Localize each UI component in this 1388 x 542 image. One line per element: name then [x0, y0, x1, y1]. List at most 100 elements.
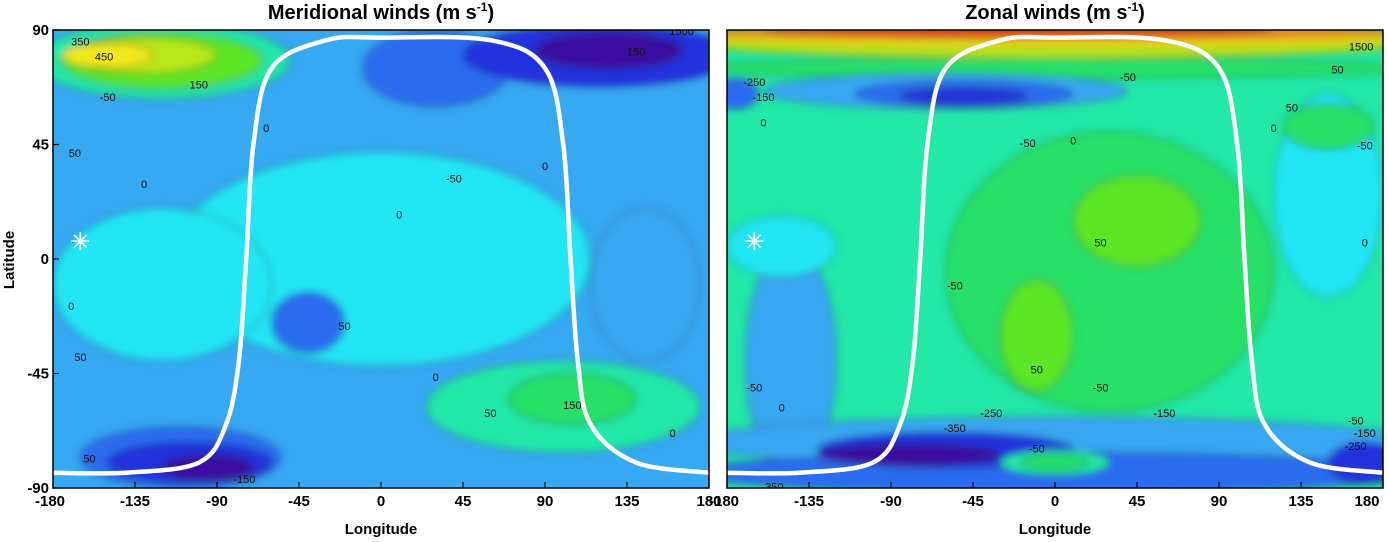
contour-label: 50: [83, 454, 95, 466]
meridional-x-ticks: -180 -135 -90 -45 0 45 90 135 180: [35, 482, 722, 510]
contour-label: 0: [1271, 123, 1277, 135]
contour-label: -50: [1120, 72, 1136, 84]
contour-label: 150: [190, 80, 208, 92]
y-tick-label: -45: [27, 366, 49, 383]
x-tick-label: 180: [1354, 493, 1379, 510]
x-tick-label: 135: [614, 493, 639, 510]
contour-label: -50: [1093, 382, 1109, 394]
contour-label: 1500: [1349, 41, 1373, 53]
contour-label: -150: [233, 474, 255, 486]
x-tick-label: 135: [1288, 493, 1313, 510]
x-tick-label: -45: [962, 493, 984, 510]
contour-label: 0: [396, 209, 402, 221]
contour-label: -250: [743, 77, 765, 89]
zonal-title: Zonal winds (m s-1): [965, 0, 1145, 24]
contour-label: 350: [71, 36, 89, 48]
subsolar-marker-icon: [745, 232, 764, 251]
x-tick-label: 90: [1211, 493, 1228, 510]
contour-label: 0: [779, 403, 785, 415]
x-tick-label: 90: [537, 493, 554, 510]
contour-label: -50: [1020, 138, 1036, 150]
x-tick-label: -90: [206, 493, 228, 510]
contour-region: [1282, 103, 1375, 151]
contour-label: 50: [1331, 64, 1343, 76]
contour-label: -50: [1357, 141, 1373, 153]
x-tick-label: -135: [794, 493, 824, 510]
contour-label: -150: [1354, 428, 1376, 440]
contour-region: [589, 207, 701, 362]
contour-region: [899, 87, 1029, 105]
contour-label: -50: [1029, 443, 1045, 455]
x-tick-label: -180: [35, 493, 65, 510]
x-tick-label: -180: [709, 493, 739, 510]
x-tick-label: -135: [120, 493, 150, 510]
zonal-terminator-line: [727, 34, 1383, 476]
contour-region: [1072, 174, 1202, 268]
contour-label: -50: [947, 281, 963, 293]
contour-label: -150: [752, 92, 774, 104]
contour-label: -50: [746, 382, 762, 394]
y-tick-label: 0: [41, 251, 49, 268]
contour-label: 50: [1031, 365, 1043, 377]
contour-region: [945, 131, 1275, 413]
zonal-x-label: Longitude: [1019, 521, 1091, 538]
meridional-y-label: Latitude: [1, 231, 18, 289]
x-tick-label: 180: [696, 493, 721, 510]
contour-label: 50: [1286, 102, 1298, 114]
contour-region: [1021, 454, 1089, 471]
marker-ray: [73, 234, 88, 249]
contour-region: [535, 31, 683, 69]
contour-label: 0: [1070, 136, 1076, 148]
x-tick-label: 45: [1129, 493, 1146, 510]
y-tick-label: -90: [27, 480, 49, 497]
x-tick-label: -45: [288, 493, 310, 510]
contour-label: -350: [762, 482, 784, 494]
meridional-terminator-line: [53, 34, 709, 476]
meridional-x-label: Longitude: [345, 521, 417, 538]
meridional-contour-labels: 350450150-505000-500005050050150050-150-…: [68, 26, 694, 488]
meridional-contour-fills: [53, 30, 709, 488]
x-tick-label: -90: [880, 493, 902, 510]
contour-label: -350: [944, 423, 966, 435]
contour-region: [999, 278, 1074, 392]
contour-label: -50: [446, 174, 462, 186]
contour-label: 50: [74, 352, 86, 364]
contour-label: 0: [263, 123, 269, 135]
contour-region: [727, 77, 759, 110]
x-tick-label: 0: [1051, 493, 1059, 510]
contour-label: 0: [542, 161, 548, 173]
meridional-title: Meridional winds (m s-1): [268, 0, 494, 24]
contour-label: 50: [1094, 237, 1106, 249]
contour-label: 0: [1362, 237, 1368, 249]
subsolar-marker-icon: [71, 232, 90, 251]
contour-label: 50: [484, 408, 496, 420]
contour-region: [507, 372, 637, 425]
contour-label: 50: [338, 321, 350, 333]
contour-region: [727, 215, 837, 278]
contour-label: 50: [69, 148, 81, 160]
y-tick-label: 45: [32, 137, 49, 154]
contour-region: [271, 291, 346, 354]
contour-label: -50: [1348, 415, 1364, 427]
meridional-y-ticks: 90 45 0 -45 -90: [27, 22, 59, 497]
contour-label: -150: [1153, 408, 1175, 420]
contour-label: 150: [627, 46, 645, 58]
contour-region: [817, 444, 1001, 466]
contour-label: 0: [760, 118, 766, 130]
contour-label: -50: [100, 92, 116, 104]
x-tick-label: 0: [377, 493, 385, 510]
zonal-winds-panel: Zonal winds (m s-1) 150050-250-150-50500…: [709, 0, 1384, 538]
meridional-winds-panel: Meridional winds (m s-1) 350 45 0 150 -50 50 0…: [1, 0, 722, 538]
x-tick-label: 45: [455, 493, 472, 510]
marker-ray: [747, 234, 762, 249]
contour-label: 0: [68, 301, 74, 313]
contour-region: [53, 207, 273, 362]
contour-label: -250: [980, 408, 1002, 420]
contour-label: 1500: [669, 26, 693, 38]
contour-region: [61, 42, 154, 69]
zonal-x-ticks: -180 -135 -90 -45 0 45 90 135 180: [709, 482, 1384, 510]
contour-label: 0: [433, 372, 439, 384]
contour-label: 0: [669, 428, 675, 440]
